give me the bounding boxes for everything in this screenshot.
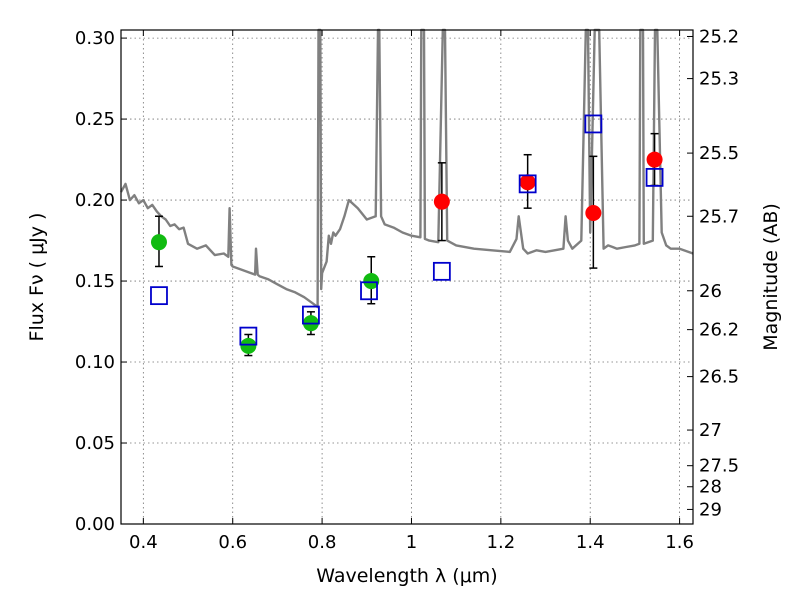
y2-tick-label: 28 bbox=[699, 477, 722, 498]
y-tick-label: 0.10 bbox=[75, 352, 115, 373]
data-point-square bbox=[302, 305, 320, 325]
y2-tick-label: 27 bbox=[699, 420, 722, 441]
data-point-circle bbox=[240, 337, 257, 354]
y2-tick-label: 27.5 bbox=[699, 456, 739, 477]
x-tick-label: 1 bbox=[406, 532, 417, 553]
data-point-square bbox=[518, 174, 537, 194]
x-axis-label: Wavelength λ (μm) bbox=[316, 565, 497, 587]
y-tick-label: 0.30 bbox=[75, 28, 115, 49]
y-tick-label: 0.00 bbox=[75, 514, 115, 535]
y-tick-label: 0.15 bbox=[75, 271, 115, 292]
data-point-square bbox=[432, 261, 451, 281]
data-point-square bbox=[645, 167, 664, 187]
data-point-circle bbox=[646, 151, 663, 168]
data-point-square bbox=[239, 326, 258, 346]
data-point-circle bbox=[519, 174, 536, 191]
x-tick-label: 0.6 bbox=[218, 532, 247, 553]
data-point-circle bbox=[585, 205, 602, 222]
marker-layer bbox=[150, 114, 664, 354]
y2-axis-label: Magnitude (AB) bbox=[760, 203, 782, 351]
y-axis-label: Flux Fν ( μJy ) bbox=[26, 213, 48, 342]
y-tick-label: 0.25 bbox=[75, 109, 115, 130]
data-point-square bbox=[360, 281, 378, 301]
y2-tick-label: 25.3 bbox=[699, 69, 739, 90]
y-tick-label: 0.05 bbox=[75, 433, 115, 454]
y2-tick-label: 25.2 bbox=[699, 26, 739, 47]
x-tick-label: 1.6 bbox=[665, 532, 694, 553]
y2-tick-label: 25.7 bbox=[699, 206, 739, 227]
x-tick-label: 1.4 bbox=[576, 532, 605, 553]
data-point-square bbox=[584, 114, 603, 134]
x-tick-label: 1.2 bbox=[487, 532, 516, 553]
tick-layer: 0.4 0.6 0.8 1 1.2 1.4 1.6 0.00 0.05 0.10 0.15 0.20 0… bbox=[75, 26, 739, 553]
data-point-square bbox=[150, 286, 168, 306]
data-point-circle bbox=[150, 234, 167, 251]
y2-tick-label: 26 bbox=[699, 281, 722, 302]
x-tick-label: 0.4 bbox=[129, 532, 158, 553]
y2-tick-label: 26.5 bbox=[699, 367, 739, 388]
data-point-circle bbox=[363, 273, 380, 290]
y2-tick-label: 29 bbox=[699, 499, 722, 520]
y2-tick-label: 25.5 bbox=[699, 143, 739, 164]
plot-frame bbox=[120, 29, 694, 525]
x-tick-label: 0.8 bbox=[308, 532, 337, 553]
y-tick-label: 0.20 bbox=[75, 190, 115, 211]
data-point-circle bbox=[433, 193, 450, 210]
y2-tick-label: 26.2 bbox=[699, 320, 739, 341]
